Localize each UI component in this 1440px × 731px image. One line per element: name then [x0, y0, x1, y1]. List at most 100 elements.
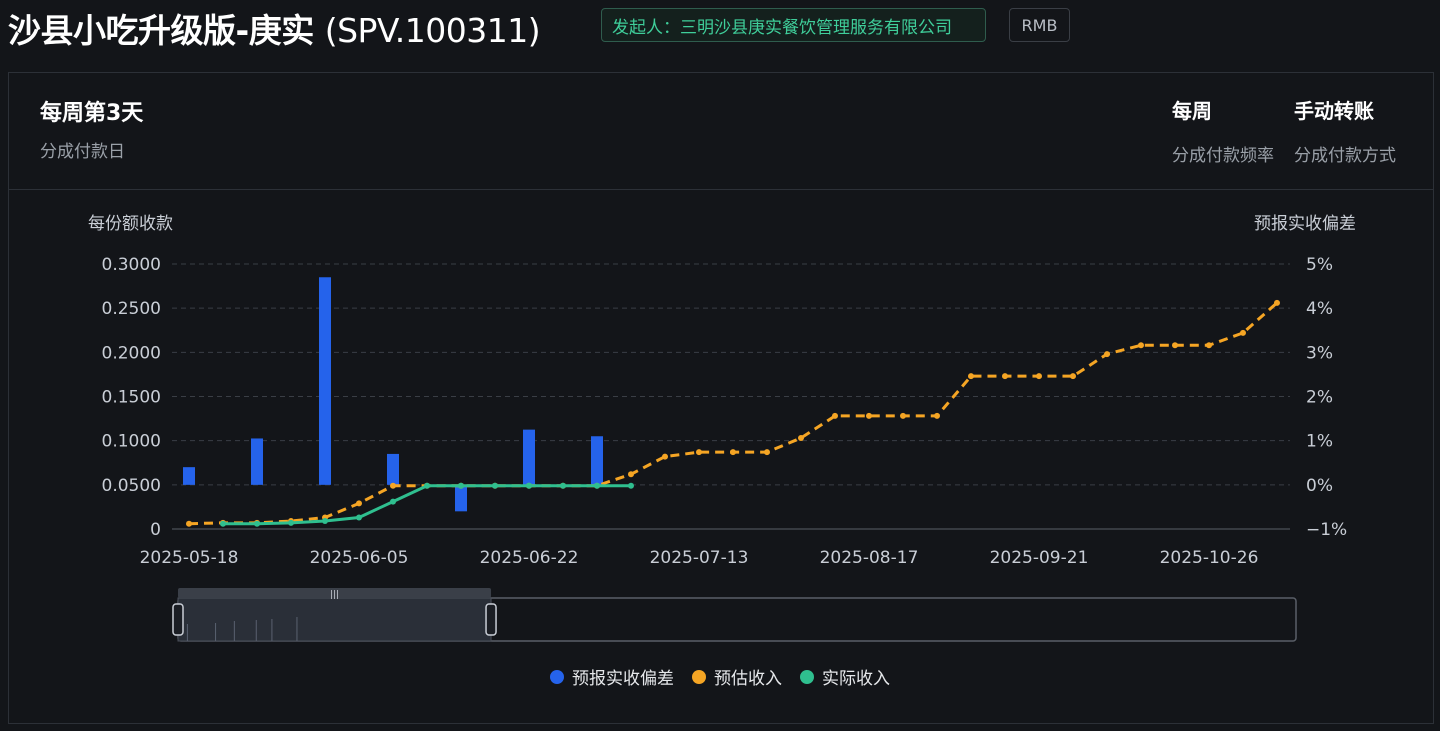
actual-income-point	[390, 498, 396, 505]
initiator-label: 发起人：	[612, 17, 680, 38]
x-tick-label: 2025-09-21	[990, 548, 1089, 568]
legend-label-actual: 实际收入	[822, 669, 890, 689]
y-left-tick-label: 0	[150, 520, 161, 540]
y-right-tick-label: 3%	[1306, 343, 1333, 363]
estimated-income-point	[1138, 342, 1144, 349]
y-left-tick-label: 0.1000	[102, 432, 161, 452]
y-right-tick-label: 2%	[1306, 388, 1333, 408]
deviation-bar	[523, 429, 535, 485]
x-tick-label: 2025-05-18	[140, 548, 239, 568]
initiator-badge: 发起人： 三明沙县庚实餐饮管理服务有限公司	[601, 8, 986, 42]
estimated-income-point	[764, 449, 770, 456]
x-tick-label: 2025-07-13	[650, 548, 749, 568]
chart-legend: 预报实收偏差 预估收入 实际收入	[0, 664, 1440, 689]
legend-swatch-deviation	[550, 669, 564, 684]
deviation-bar	[319, 277, 331, 485]
legend-item-estimated[interactable]: 预估收入	[692, 664, 782, 689]
zoom-selection[interactable]	[177, 597, 492, 642]
y-right-tick-label: 4%	[1306, 299, 1333, 319]
actual-income-point	[322, 518, 328, 525]
actual-income-point	[594, 482, 600, 489]
estimated-income-point	[1240, 329, 1246, 336]
estimated-income-point	[832, 412, 838, 419]
legend-label-estimated: 预估收入	[714, 669, 782, 689]
actual-income-point	[220, 520, 226, 527]
product-code: (SPV.100311)	[324, 11, 541, 50]
initiator-name: 三明沙县庚实餐饮管理服务有限公司	[680, 17, 952, 38]
legend-swatch-actual	[800, 669, 814, 684]
zoom-grip-icon: |||	[330, 590, 339, 600]
chart-panel: 每周第3天 分成付款日 每周 分成付款频率 手动转账 分成付款方式	[8, 72, 1434, 724]
estimated-income-point	[186, 520, 192, 527]
y-right-tick-label: 1%	[1306, 432, 1333, 452]
deviation-bar	[455, 484, 467, 512]
y-left-tick-label: 0.0500	[102, 476, 161, 496]
estimated-income-point	[356, 500, 362, 507]
x-tick-label: 2025-08-17	[820, 548, 919, 568]
estimated-income-point	[1274, 299, 1280, 306]
estimated-income-point	[390, 482, 396, 489]
payday-label: 分成付款日	[40, 142, 125, 162]
actual-income-point	[254, 520, 260, 527]
page-header: 沙县小吃升级版-庚实 (SPV.100311) 发起人： 三明沙县庚实餐饮管理服务…	[0, 0, 1440, 60]
y-right-axis-title: 预报实收偏差	[1254, 214, 1356, 234]
estimated-income-point	[1002, 373, 1008, 380]
estimated-income-point	[1036, 373, 1042, 380]
zoom-drag-bar[interactable]	[178, 588, 492, 598]
frequency-label: 分成付款频率	[1172, 146, 1274, 166]
zoom-handle[interactable]	[485, 603, 497, 636]
y-left-tick-label: 0.1500	[102, 388, 161, 408]
zoom-handle[interactable]	[172, 603, 184, 636]
estimated-income-line	[188, 301, 1278, 526]
estimated-income-point	[1070, 373, 1076, 380]
currency-badge: RMB	[1009, 8, 1070, 42]
estimated-income-point	[934, 412, 940, 419]
method-value: 手动转账	[1294, 99, 1374, 123]
page-title: 沙县小吃升级版-庚实 (SPV.100311)	[8, 4, 541, 52]
payday-value: 每周第3天	[40, 101, 144, 126]
deviation-bar	[387, 453, 399, 485]
actual-income-point	[492, 482, 498, 489]
y-left-tick-label: 0.2500	[102, 299, 161, 319]
deviation-bar	[183, 467, 195, 485]
y-right-tick-label: 0%	[1306, 476, 1333, 496]
product-name: 沙县小吃升级版-庚实	[8, 11, 314, 50]
legend-swatch-estimated	[692, 669, 706, 684]
actual-income-point	[560, 482, 566, 489]
estimated-income-point	[730, 449, 736, 456]
payment-info-row: 每周第3天 分成付款日 每周 分成付款频率 手动转账 分成付款方式	[9, 73, 1433, 190]
x-tick-label: 2025-10-26	[1160, 548, 1259, 568]
actual-income-point	[526, 482, 532, 489]
actual-income-point	[288, 519, 294, 526]
x-tick-label: 2025-06-05	[310, 548, 409, 568]
estimated-income-point	[628, 471, 634, 478]
legend-item-deviation[interactable]: 预报实收偏差	[550, 664, 674, 689]
legend-label-deviation: 预报实收偏差	[572, 669, 674, 689]
estimated-income-point	[968, 373, 974, 380]
y-left-tick-label: 0.2000	[102, 343, 161, 363]
actual-income-point	[628, 482, 634, 489]
frequency-value: 每周	[1172, 99, 1212, 123]
estimated-income-point	[1104, 351, 1110, 358]
actual-income-line	[223, 484, 631, 526]
y-left-tick-label: 0.3000	[102, 255, 161, 275]
estimated-income-point	[866, 412, 872, 419]
x-tick-label: 2025-06-22	[480, 548, 579, 568]
estimated-income-point	[1206, 342, 1212, 349]
legend-item-actual[interactable]: 实际收入	[800, 664, 890, 689]
deviation-bar	[591, 436, 603, 485]
estimated-income-point	[1172, 342, 1178, 349]
method-label: 分成付款方式	[1294, 146, 1396, 166]
estimated-income-point	[662, 453, 668, 460]
y-right-tick-label: 5%	[1306, 255, 1333, 275]
estimated-income-point	[798, 435, 804, 442]
estimated-income-point	[696, 449, 702, 456]
y-right-tick-label: −1%	[1306, 520, 1347, 540]
y-left-axis-title: 每份额收款	[88, 214, 173, 234]
deviation-bar	[251, 438, 263, 485]
actual-income-point	[356, 514, 362, 521]
actual-income-point	[458, 482, 464, 489]
estimated-income-point	[900, 412, 906, 419]
actual-income-point	[424, 482, 430, 489]
